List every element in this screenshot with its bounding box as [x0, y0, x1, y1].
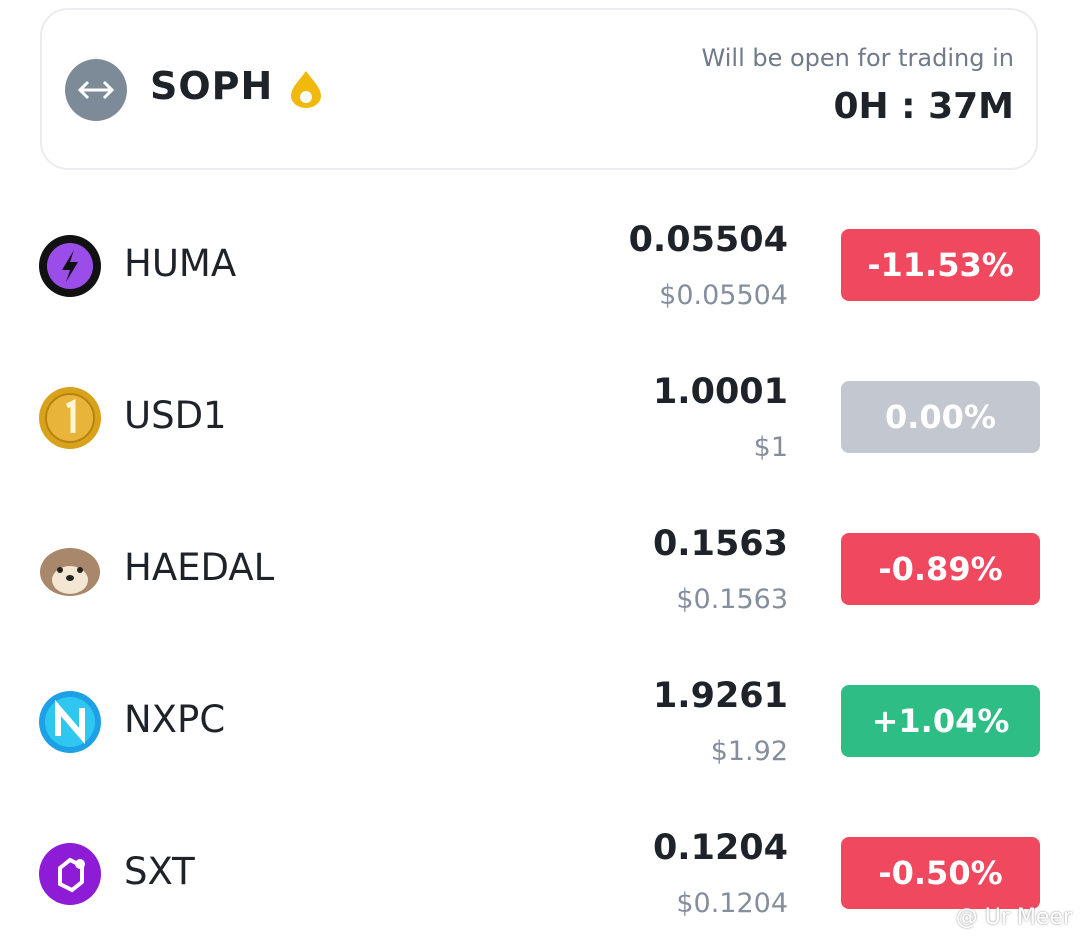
price: 1.9261	[652, 676, 788, 716]
coin-icon	[39, 843, 101, 905]
coin-icon	[39, 691, 101, 753]
countdown: 0H : 37M	[833, 86, 1014, 127]
watermark: @ Ur Meer	[955, 905, 1072, 930]
usd-price: $1	[753, 432, 788, 463]
coin-name[interactable]: USD1	[124, 394, 227, 437]
coin-name[interactable]: HUMA	[124, 242, 237, 285]
price: 0.1563	[652, 524, 788, 564]
price: 0.1204	[652, 828, 788, 868]
coin-name[interactable]: NXPC	[124, 698, 226, 741]
price: 0.05504	[628, 220, 788, 260]
usd-price: $0.05504	[659, 280, 788, 311]
usd-price: $0.1204	[676, 888, 788, 919]
coin-icon	[39, 235, 101, 297]
coin-icon	[39, 387, 101, 449]
coin-icon	[40, 548, 100, 596]
change-badge[interactable]: -11.53%	[841, 229, 1040, 301]
change-badge[interactable]: -0.50%	[841, 837, 1040, 909]
change-badge[interactable]: 0.00%	[841, 381, 1040, 453]
hot-icon	[291, 71, 321, 108]
change-badge[interactable]: -0.89%	[841, 533, 1040, 605]
change-badge[interactable]: +1.04%	[841, 685, 1040, 757]
soph-icon	[65, 59, 127, 121]
coin-name[interactable]: HAEDAL	[124, 546, 275, 589]
symbol: SOPH	[150, 64, 274, 108]
price: 1.0001	[652, 372, 788, 412]
usd-price: $0.1563	[676, 584, 788, 615]
subtitle: Will be open for trading in	[701, 44, 1014, 72]
listing-card[interactable]	[40, 8, 1038, 170]
usd-price: $1.92	[710, 736, 788, 767]
coin-name[interactable]: SXT	[124, 850, 195, 893]
